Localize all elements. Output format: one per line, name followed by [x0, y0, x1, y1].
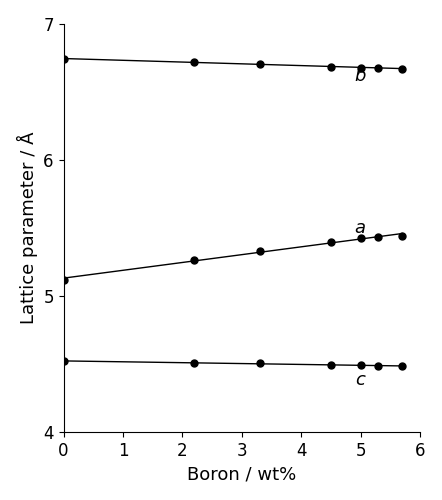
X-axis label: Boron / wt%: Boron / wt% — [187, 466, 297, 483]
Y-axis label: Lattice parameter / Å: Lattice parameter / Å — [17, 132, 38, 324]
Text: a: a — [355, 219, 366, 237]
Text: c: c — [355, 370, 365, 388]
Text: b: b — [355, 67, 366, 85]
